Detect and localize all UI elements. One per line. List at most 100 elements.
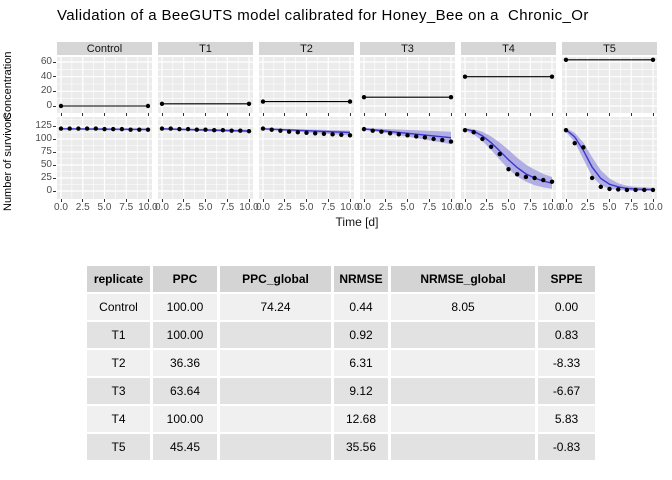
observed-point	[572, 140, 577, 146]
x-tick-label: 7.5	[422, 202, 437, 213]
x-tick-label: 10.0	[643, 202, 663, 213]
observed-point	[229, 128, 234, 133]
facet-strip: Control	[57, 42, 152, 55]
table-cell	[391, 406, 535, 432]
observed-point	[642, 187, 647, 193]
x-tick-label: 5.0	[97, 202, 112, 213]
x-tick-mark	[464, 199, 466, 202]
facet-label: T5	[603, 42, 616, 55]
x-tick-mark	[161, 199, 163, 202]
y-tick-mark	[53, 164, 56, 166]
y-tick-label: 0	[46, 185, 52, 196]
observed-point	[119, 126, 125, 132]
table-cell: 5.83	[538, 406, 595, 432]
table-cell	[391, 378, 535, 404]
table-cell: T2	[87, 350, 150, 376]
facet-strip: T1	[158, 42, 253, 55]
x-tick-mark	[205, 199, 206, 202]
observed-point	[414, 134, 419, 139]
table-header-cell: SPPE	[538, 266, 595, 292]
x-tick-label: 7.5	[624, 202, 639, 213]
x-tick-mark	[349, 199, 351, 202]
y-tick-label: 75	[40, 146, 52, 157]
concentration-point	[145, 103, 151, 109]
observed-point	[185, 126, 191, 132]
x-tick-mark	[125, 199, 127, 202]
table-header-cell: NRMSE	[334, 266, 388, 292]
x-tick-mark	[551, 199, 553, 202]
observed-point	[321, 131, 327, 136]
facet-label: T2	[300, 42, 313, 55]
x-tick-mark	[486, 113, 488, 116]
table-cell: 0.83	[538, 322, 595, 348]
y-tick-label: 40	[40, 70, 52, 82]
table-cell: T3	[87, 378, 150, 404]
x-tick-label: 7.5	[220, 202, 235, 213]
concentration-point	[260, 99, 266, 104]
concentration-point	[650, 57, 656, 62]
observed-point	[58, 126, 64, 131]
x-tick-mark	[385, 113, 387, 116]
x-tick-mark	[609, 199, 610, 202]
y-tick-label: 50	[40, 159, 52, 170]
x-tick-mark	[60, 113, 62, 116]
x-tick-label: 2.5	[479, 202, 494, 213]
concentration-panel	[57, 57, 152, 113]
observed-point	[313, 131, 318, 136]
table-row: T5 45.45 35.56 -0.83	[87, 434, 595, 460]
x-tick-mark	[428, 199, 430, 202]
observed-point	[471, 130, 476, 135]
x-tick-mark	[529, 199, 531, 202]
x-tick-label: 2.5	[580, 202, 595, 213]
concentration-point	[58, 103, 64, 109]
observed-point	[84, 126, 90, 131]
concentration-point	[347, 99, 353, 104]
x-tick-label: 2.5	[176, 202, 191, 213]
y-tick-mark	[53, 61, 56, 63]
credible-ribbon	[465, 128, 552, 189]
observed-point	[93, 126, 98, 131]
concentration-panel	[259, 57, 354, 113]
x-tick-mark	[183, 199, 185, 202]
observed-point	[269, 127, 274, 132]
survival-panel	[57, 117, 152, 199]
facet-label: T1	[199, 42, 212, 55]
table-cell: 0.00	[538, 294, 595, 320]
observed-point	[462, 127, 468, 133]
observed-point	[370, 128, 375, 133]
table-row: T4 100.00 12.68 5.83	[87, 406, 595, 432]
x-tick-mark	[508, 113, 509, 116]
x-tick-mark	[464, 113, 466, 116]
x-tick-mark	[587, 113, 589, 116]
results-table: replicate PPC PPC_global NRMSE NRMSE_global S…	[84, 264, 598, 462]
table-cell	[220, 406, 331, 432]
x-tick-mark	[306, 199, 307, 202]
table-cell	[391, 434, 535, 460]
x-tick-mark	[226, 199, 228, 202]
plot-title: Validation of a BeeGUTS model calibrated…	[57, 7, 589, 24]
table-cell: 100.00	[153, 322, 217, 348]
x-tick-label: 5.0	[299, 202, 314, 213]
y-tick-label: 25	[40, 172, 52, 183]
x-tick-mark	[587, 199, 589, 202]
x-tick-mark	[248, 113, 250, 116]
table-cell: T5	[87, 434, 150, 460]
table-cell: 0.92	[334, 322, 388, 348]
observed-point	[159, 126, 165, 131]
x-tick-mark	[226, 113, 228, 116]
concentration-panel	[158, 57, 253, 113]
y-tick-mark	[53, 138, 56, 140]
concentration-point	[361, 95, 367, 100]
x-tick-mark	[147, 113, 149, 116]
observed-point	[278, 128, 283, 133]
x-tick-mark	[407, 113, 408, 116]
table-cell	[391, 350, 535, 376]
observed-point	[168, 126, 173, 131]
table-cell: 100.00	[153, 406, 217, 432]
table-header-cell: PPC_global	[220, 266, 331, 292]
x-tick-mark	[363, 199, 365, 202]
facet-label: T4	[502, 42, 515, 55]
observed-point	[541, 177, 546, 183]
table-cell: 35.56	[334, 434, 388, 460]
concentration-point	[246, 101, 252, 106]
